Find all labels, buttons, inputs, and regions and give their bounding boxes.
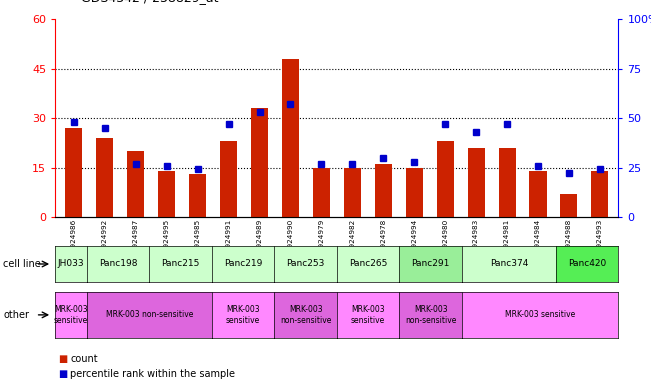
Text: count: count	[70, 354, 98, 364]
Text: ■: ■	[59, 369, 68, 379]
Text: Panc420: Panc420	[568, 260, 606, 268]
Text: ■: ■	[59, 354, 68, 364]
Bar	[313, 167, 330, 217]
Bar	[189, 174, 206, 217]
Bar	[499, 148, 516, 217]
Bar	[561, 194, 577, 217]
Text: Panc291: Panc291	[411, 260, 450, 268]
Text: Panc265: Panc265	[349, 260, 387, 268]
Text: Panc374: Panc374	[490, 260, 528, 268]
Bar	[65, 128, 83, 217]
Text: percentile rank within the sample: percentile rank within the sample	[70, 369, 235, 379]
Bar	[591, 171, 609, 217]
Bar	[158, 171, 175, 217]
Bar	[344, 167, 361, 217]
Text: Panc215: Panc215	[161, 260, 200, 268]
Text: Panc219: Panc219	[224, 260, 262, 268]
Bar	[96, 138, 113, 217]
Text: Panc253: Panc253	[286, 260, 325, 268]
Text: MRK-003
non-sensitive: MRK-003 non-sensitive	[405, 305, 456, 324]
Text: MRK-003
non-sensitive: MRK-003 non-sensitive	[280, 305, 331, 324]
Bar	[406, 167, 422, 217]
Text: MRK-003 sensitive: MRK-003 sensitive	[505, 310, 575, 319]
Bar	[220, 141, 237, 217]
Bar	[251, 108, 268, 217]
Text: MRK-003 non-sensitive: MRK-003 non-sensitive	[105, 310, 193, 319]
Bar	[467, 148, 484, 217]
Bar	[375, 164, 392, 217]
Text: MRK-003
sensitive: MRK-003 sensitive	[226, 305, 260, 324]
Bar	[437, 141, 454, 217]
Bar	[529, 171, 546, 217]
Text: JH033: JH033	[58, 260, 84, 268]
Text: cell line: cell line	[3, 259, 41, 269]
Text: other: other	[3, 310, 29, 320]
Text: MRK-003
sensitive: MRK-003 sensitive	[54, 305, 88, 324]
Bar	[282, 59, 299, 217]
Text: GDS4342 / 238829_at: GDS4342 / 238829_at	[81, 0, 219, 4]
Text: MRK-003
sensitive: MRK-003 sensitive	[351, 305, 385, 324]
Bar	[128, 151, 145, 217]
Text: Panc198: Panc198	[99, 260, 137, 268]
